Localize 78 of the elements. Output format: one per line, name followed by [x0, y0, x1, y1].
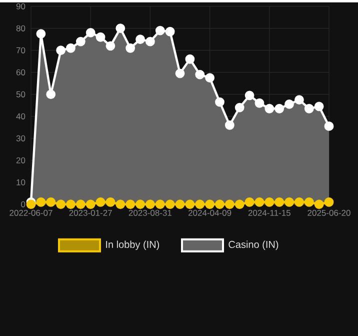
point	[195, 199, 205, 209]
point	[155, 199, 165, 209]
point	[195, 70, 205, 80]
point	[244, 90, 254, 100]
x-tick-label: 2025-06-20	[308, 210, 350, 216]
y-tick-label: 80	[16, 25, 26, 32]
point	[284, 99, 294, 109]
point	[314, 199, 324, 209]
point	[66, 43, 76, 53]
point	[185, 199, 195, 209]
point	[294, 94, 304, 104]
point	[215, 97, 224, 107]
point	[146, 199, 155, 209]
y-tick-label: 20	[16, 157, 26, 164]
point	[284, 197, 294, 207]
point	[165, 199, 175, 209]
x-tick-label: 2022-06-07	[10, 210, 52, 216]
point	[304, 197, 314, 207]
point	[185, 54, 195, 64]
point	[36, 28, 46, 38]
y-tick-label: 60	[16, 69, 26, 76]
point	[254, 98, 264, 108]
point	[224, 120, 234, 130]
point	[86, 199, 96, 209]
point	[264, 197, 274, 207]
point	[126, 43, 136, 53]
point	[76, 36, 86, 46]
point	[36, 197, 46, 207]
point	[324, 197, 334, 207]
point	[136, 34, 145, 44]
point	[155, 26, 165, 36]
y-tick-label: 0	[21, 201, 26, 208]
point	[126, 199, 136, 209]
point	[106, 197, 116, 207]
point	[274, 104, 284, 114]
y-tick-label: 30	[16, 135, 26, 142]
point	[175, 68, 185, 78]
point	[234, 102, 244, 112]
point	[56, 199, 66, 209]
point	[205, 72, 215, 82]
point	[274, 197, 284, 207]
y-tick-label: 70	[16, 47, 26, 54]
x-tick-label: 2023-01-27	[69, 210, 112, 216]
point	[66, 199, 76, 209]
point	[205, 199, 215, 209]
legend-label: In lobby (IN)	[106, 240, 160, 250]
point	[324, 121, 334, 131]
x-tick-label: 2024-04-09	[188, 210, 232, 216]
point	[96, 32, 106, 42]
point	[304, 104, 314, 114]
y-tick-label: 10	[16, 179, 26, 186]
point	[146, 36, 155, 46]
point	[165, 26, 175, 36]
point	[264, 104, 274, 114]
point	[254, 197, 264, 207]
y-tick-label: 50	[16, 91, 26, 98]
point	[46, 89, 56, 99]
point	[136, 199, 145, 209]
point	[96, 197, 106, 207]
point	[215, 199, 224, 209]
point	[76, 199, 86, 209]
point	[314, 102, 324, 111]
point	[116, 199, 126, 209]
legend-label: Casino (IN)	[228, 240, 278, 250]
point	[56, 45, 66, 55]
point	[224, 199, 234, 209]
point	[106, 41, 116, 50]
y-tick-label: 90	[16, 3, 26, 10]
point	[234, 199, 244, 209]
point	[294, 197, 304, 207]
x-tick-label: 2024-11-15	[248, 210, 290, 216]
point	[116, 23, 126, 33]
point	[46, 197, 56, 207]
x-tick-label: 2023-08-31	[128, 210, 172, 216]
y-tick-label: 40	[16, 113, 26, 120]
point	[86, 28, 96, 38]
point	[175, 199, 185, 209]
point	[244, 197, 254, 207]
